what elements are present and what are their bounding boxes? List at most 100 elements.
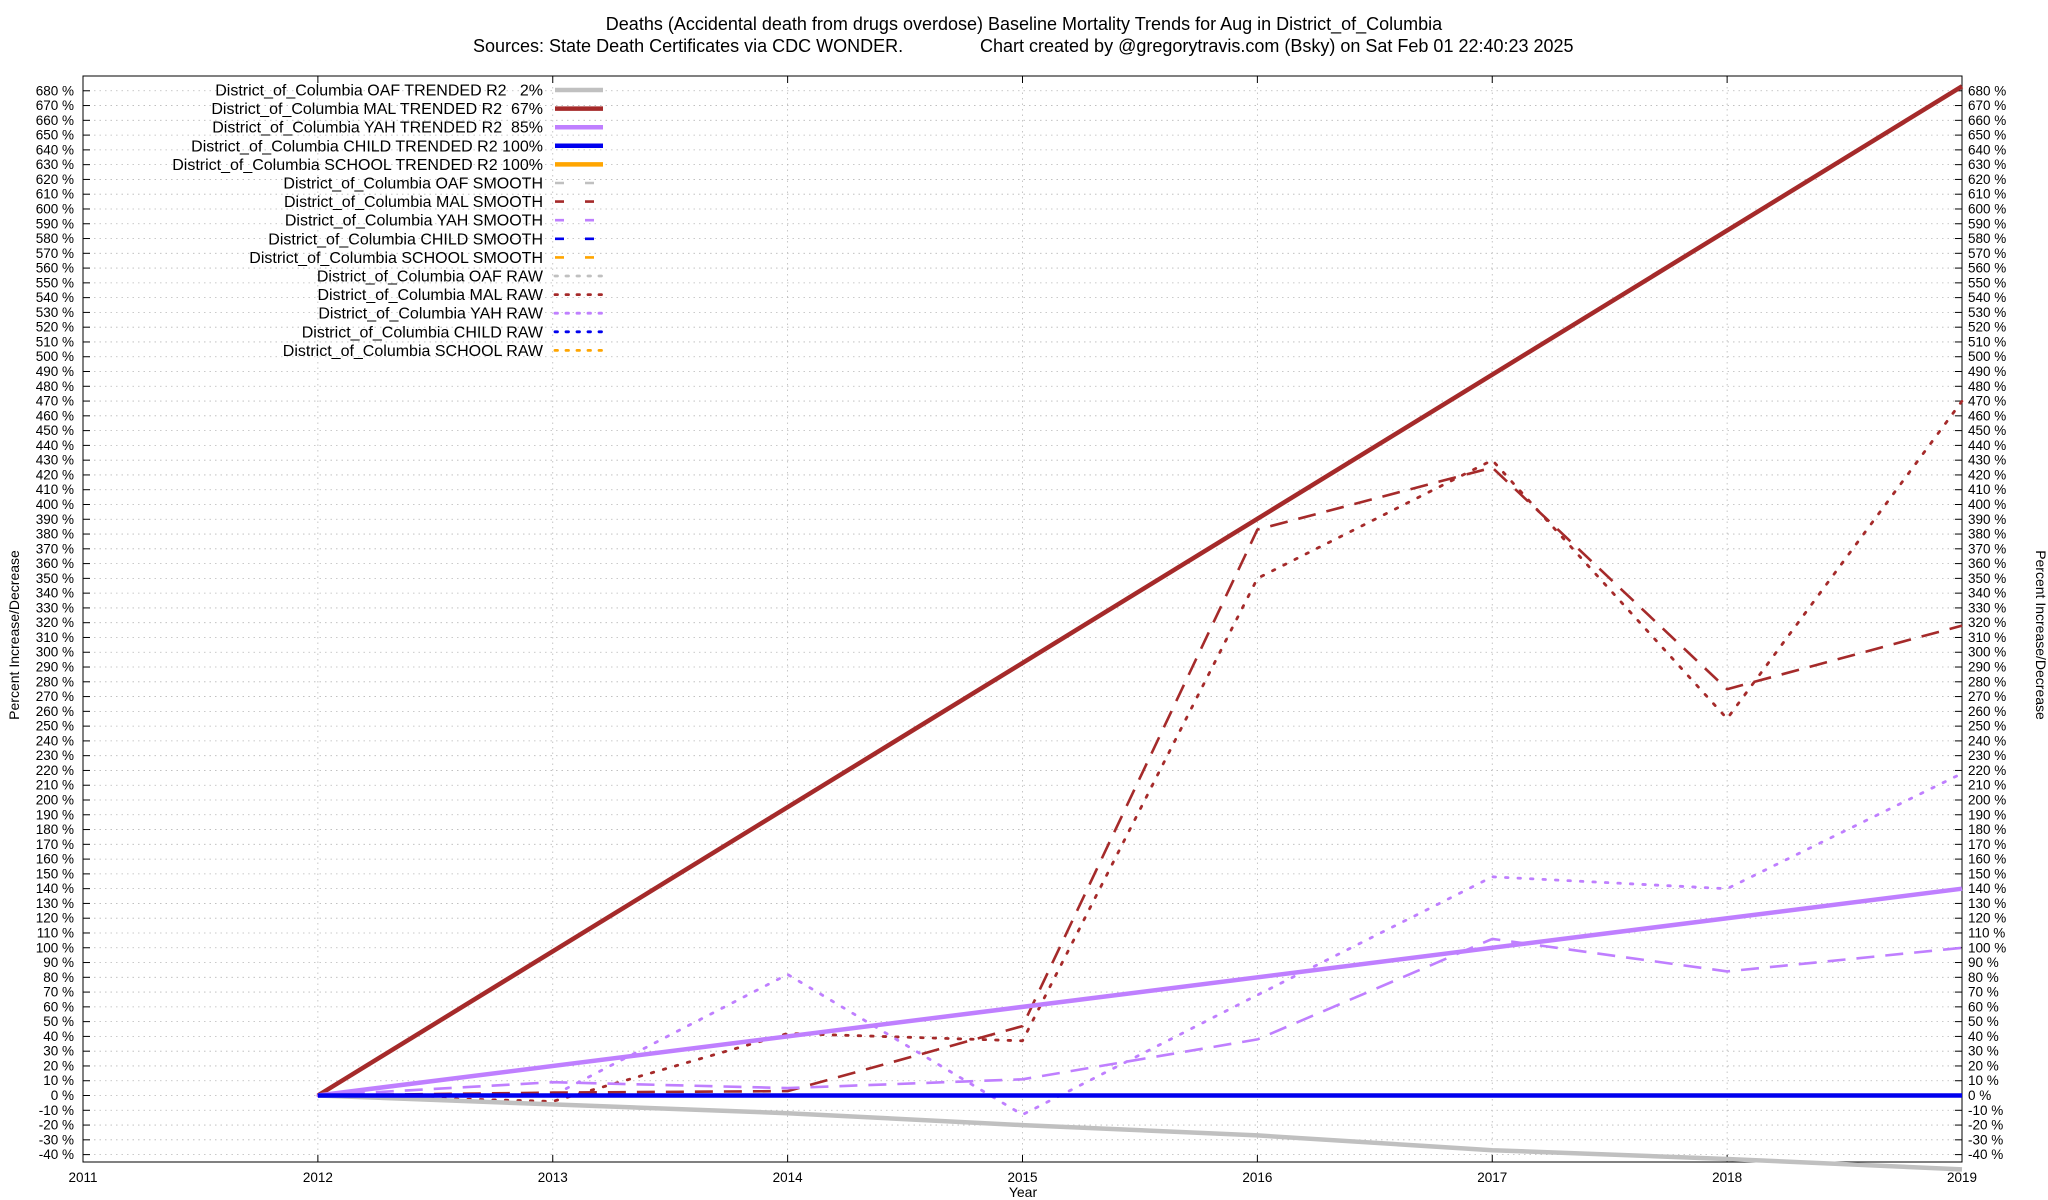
legend-label: District_of_Columbia SCHOOL TRENDED R2 1…	[172, 157, 543, 174]
y-tick-label-right: 640 %	[1968, 142, 2006, 157]
x-tick-label: 2011	[68, 1170, 97, 1185]
y-tick-label-left: 100 %	[36, 940, 74, 955]
y-axis-label-left: Percent Increase/Decrease	[6, 550, 22, 720]
y-tick-label-right: 40 %	[1968, 1029, 1999, 1044]
y-axis-label-right: Percent Increase/Decrease	[2033, 550, 2048, 720]
legend-label: District_of_Columbia OAF RAW	[317, 269, 544, 286]
y-tick-label-left: 630 %	[36, 157, 74, 172]
y-tick-label-left: 550 %	[36, 275, 74, 290]
y-tick-label-left: 440 %	[36, 438, 74, 453]
y-tick-label-right: 260 %	[1968, 704, 2006, 719]
y-tick-label-left: 170 %	[36, 837, 74, 852]
y-tick-label-left: 660 %	[36, 113, 74, 128]
y-tick-label-left: 150 %	[36, 866, 74, 881]
series-line-oaf-trended	[317, 1093, 1963, 1172]
legend-label: District_of_Columbia CHILD SMOOTH	[268, 231, 543, 248]
y-tick-label-left: 380 %	[36, 527, 74, 542]
legend: District_of_Columbia OAF TRENDED R2 2%Di…	[172, 83, 605, 360]
y-tick-label-right: 10 %	[1968, 1073, 1999, 1088]
y-tick-label-right: 610 %	[1968, 187, 2006, 202]
y-tick-label-right: 380 %	[1968, 527, 2006, 542]
x-tick-label: 2013	[538, 1170, 568, 1185]
y-tick-label-right: 110 %	[1968, 925, 2005, 940]
y-tick-label-right: 280 %	[1968, 674, 2006, 689]
y-tick-label-left: 200 %	[36, 793, 74, 808]
y-tick-label-left: 520 %	[36, 320, 74, 335]
y-tick-label-right: 500 %	[1968, 349, 2006, 364]
y-tick-label-right: 290 %	[1968, 660, 2006, 675]
y-tick-label-right: 80 %	[1968, 970, 1999, 985]
y-tick-label-right: -30 %	[1968, 1132, 2003, 1147]
y-tick-label-left: 640 %	[36, 142, 74, 157]
y-tick-label-left: 560 %	[36, 261, 74, 276]
y-tick-label-right: 90 %	[1968, 955, 1999, 970]
y-tick-label-left: 400 %	[36, 497, 74, 512]
y-tick-label-left: 540 %	[36, 290, 74, 305]
y-tick-label-left: 620 %	[36, 172, 74, 187]
x-tick-label: 2017	[1477, 1170, 1507, 1185]
y-tick-label-left: 210 %	[36, 778, 74, 793]
y-tick-label-right: 270 %	[1968, 689, 2006, 704]
y-tick-label-right: 470 %	[1968, 394, 2006, 409]
series-line-mal-smooth	[317, 466, 1963, 1097]
y-tick-label-left: -10 %	[39, 1103, 74, 1118]
y-tick-label-right: 310 %	[1968, 630, 2006, 645]
y-tick-label-right: 140 %	[1968, 881, 2006, 896]
y-tick-label-left: 300 %	[36, 645, 74, 660]
y-tick-label-left: 130 %	[36, 896, 74, 911]
legend-label: District_of_Columbia SCHOOL SMOOTH	[249, 250, 543, 267]
y-tick-label-left: 350 %	[36, 571, 74, 586]
y-tick-label-left: 90 %	[43, 955, 74, 970]
y-tick-label-left: 590 %	[36, 216, 74, 231]
series-line-yah-trended	[317, 886, 1963, 1098]
y-tick-label-right: 400 %	[1968, 497, 2006, 512]
series-line-mal-raw	[316, 399, 1964, 1103]
y-tick-label-left: 220 %	[36, 763, 74, 778]
x-tick-label: 2014	[773, 1170, 804, 1185]
y-tick-label-left: 30 %	[43, 1044, 74, 1059]
y-tick-label-right: 530 %	[1968, 305, 2006, 320]
x-tick-label: 2016	[1242, 1170, 1272, 1185]
x-tick-label: 2012	[303, 1170, 333, 1185]
y-tick-label-right: 520 %	[1968, 320, 2006, 335]
y-tick-label-right: 430 %	[1968, 453, 2006, 468]
y-tick-label-left: 500 %	[36, 349, 74, 364]
y-tick-label-right: 60 %	[1968, 999, 1999, 1014]
y-tick-label-left: 530 %	[36, 305, 74, 320]
y-tick-label-left: 140 %	[36, 881, 74, 896]
y-tick-label-left: 20 %	[43, 1058, 74, 1073]
y-tick-label-left: 120 %	[36, 911, 74, 926]
y-tick-label-right: 440 %	[1968, 438, 2006, 453]
y-tick-label-right: 50 %	[1968, 1014, 1999, 1029]
y-tick-label-right: 250 %	[1968, 719, 2006, 734]
y-tick-label-left: 10 %	[43, 1073, 74, 1088]
legend-label: District_of_Columbia SCHOOL RAW	[283, 343, 544, 360]
y-tick-label-right: 130 %	[1968, 896, 2006, 911]
legend-label: District_of_Columbia MAL SMOOTH	[284, 194, 543, 211]
y-tick-label-right: 70 %	[1968, 985, 1999, 1000]
y-tick-label-right: 320 %	[1968, 615, 2006, 630]
legend-label: District_of_Columbia OAF SMOOTH	[283, 176, 543, 193]
y-tick-label-left: 70 %	[43, 985, 74, 1000]
x-axis-label: Year	[1009, 1184, 1038, 1200]
y-tick-label-right: 170 %	[1968, 837, 2006, 852]
legend-label: District_of_Columbia YAH SMOOTH	[285, 213, 543, 230]
legend-label: District_of_Columbia YAH TRENDED R2 85%	[212, 120, 543, 137]
chart-title: Deaths (Accidental death from drugs over…	[606, 14, 1443, 35]
chart-subtitle-right: Chart created by @gregorytravis.com (Bsk…	[980, 36, 1574, 56]
y-tick-label-right: 300 %	[1968, 645, 2006, 660]
y-tick-label-right: 580 %	[1968, 231, 2006, 246]
y-tick-label-left: 510 %	[36, 334, 74, 349]
y-tick-label-right: 550 %	[1968, 275, 2006, 290]
y-tick-label-right: 670 %	[1968, 98, 2006, 113]
y-tick-label-left: 240 %	[36, 733, 74, 748]
y-tick-label-right: 660 %	[1968, 113, 2006, 128]
y-tick-label-right: 650 %	[1968, 128, 2006, 143]
y-tick-label-right: -40 %	[1968, 1147, 2003, 1162]
y-tick-label-right: -10 %	[1968, 1103, 2003, 1118]
y-tick-label-left: 420 %	[36, 467, 74, 482]
y-tick-label-left: 60 %	[43, 999, 74, 1014]
y-tick-label-left: 80 %	[43, 970, 74, 985]
y-tick-label-right: 180 %	[1968, 822, 2006, 837]
